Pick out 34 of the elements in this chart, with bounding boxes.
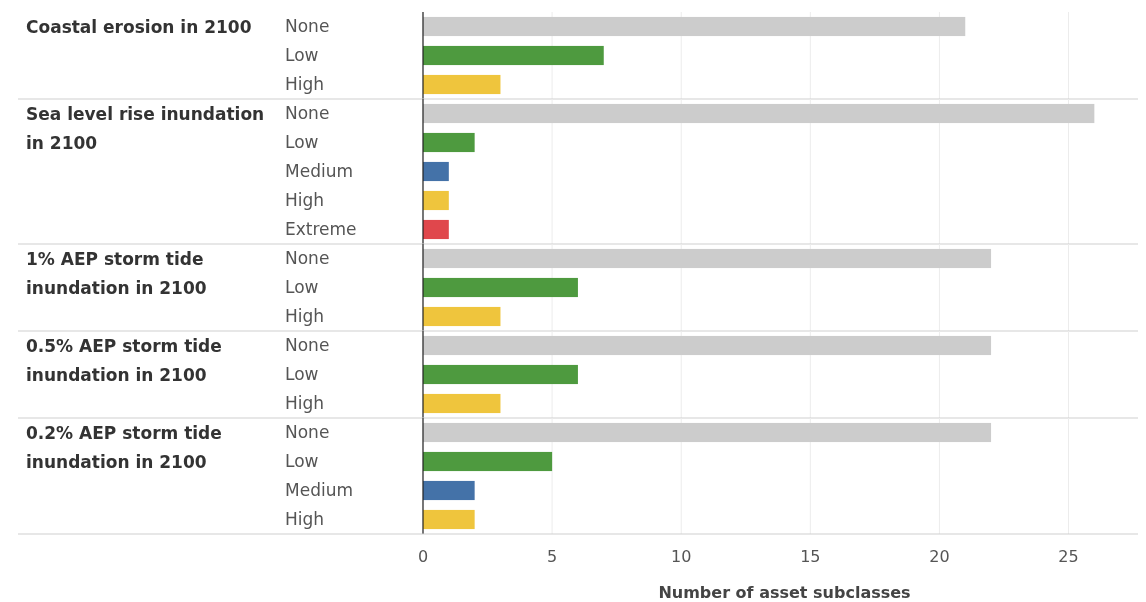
y-tick-label: None	[285, 335, 330, 356]
bar	[423, 451, 553, 472]
y-tick-label: High	[285, 393, 325, 414]
x-tick-label: 5	[547, 546, 558, 566]
x-tick-label: 0	[417, 546, 429, 566]
y-tick-label: High	[285, 190, 325, 211]
y-tick-label: Extreme	[285, 219, 357, 240]
bar	[423, 422, 992, 443]
y-tick-label: None	[285, 16, 330, 37]
x-axis-title: Number of asset subclasses	[658, 583, 911, 602]
y-tick-label: Low	[285, 277, 319, 298]
y-tick-label: Low	[285, 45, 319, 66]
bar	[423, 480, 475, 501]
bar	[423, 509, 475, 530]
y-tick-label: Medium	[285, 480, 353, 501]
text: 0.2% AEP storm tide inundation in 2100	[26, 422, 222, 472]
y-tick-label: High	[285, 306, 325, 327]
x-tick-label: 15	[800, 546, 821, 566]
text: 0.5% AEP storm tide inundation in 2100	[26, 335, 222, 385]
x-tick-label: 20	[929, 546, 950, 566]
y-tick-label: High	[285, 509, 325, 530]
y-tick-label: None	[285, 248, 330, 269]
y-tick-label: High	[285, 74, 325, 95]
y-tick-label: None	[285, 422, 330, 443]
text: Sea level rise inundation in 2100	[26, 103, 265, 153]
y-tick-label: Low	[285, 451, 319, 472]
y-tick-label: Low	[285, 364, 319, 385]
text: 1% AEP storm tide inundation in 2100	[26, 248, 207, 298]
x-tick-label: 10	[671, 546, 692, 566]
y-tick-label: Medium	[285, 161, 353, 182]
text: Coastal erosion in 2100	[26, 16, 252, 37]
y-tick-label: Low	[285, 132, 319, 153]
y-tick-label: None	[285, 103, 330, 124]
x-tick-label: 25	[1058, 546, 1079, 566]
